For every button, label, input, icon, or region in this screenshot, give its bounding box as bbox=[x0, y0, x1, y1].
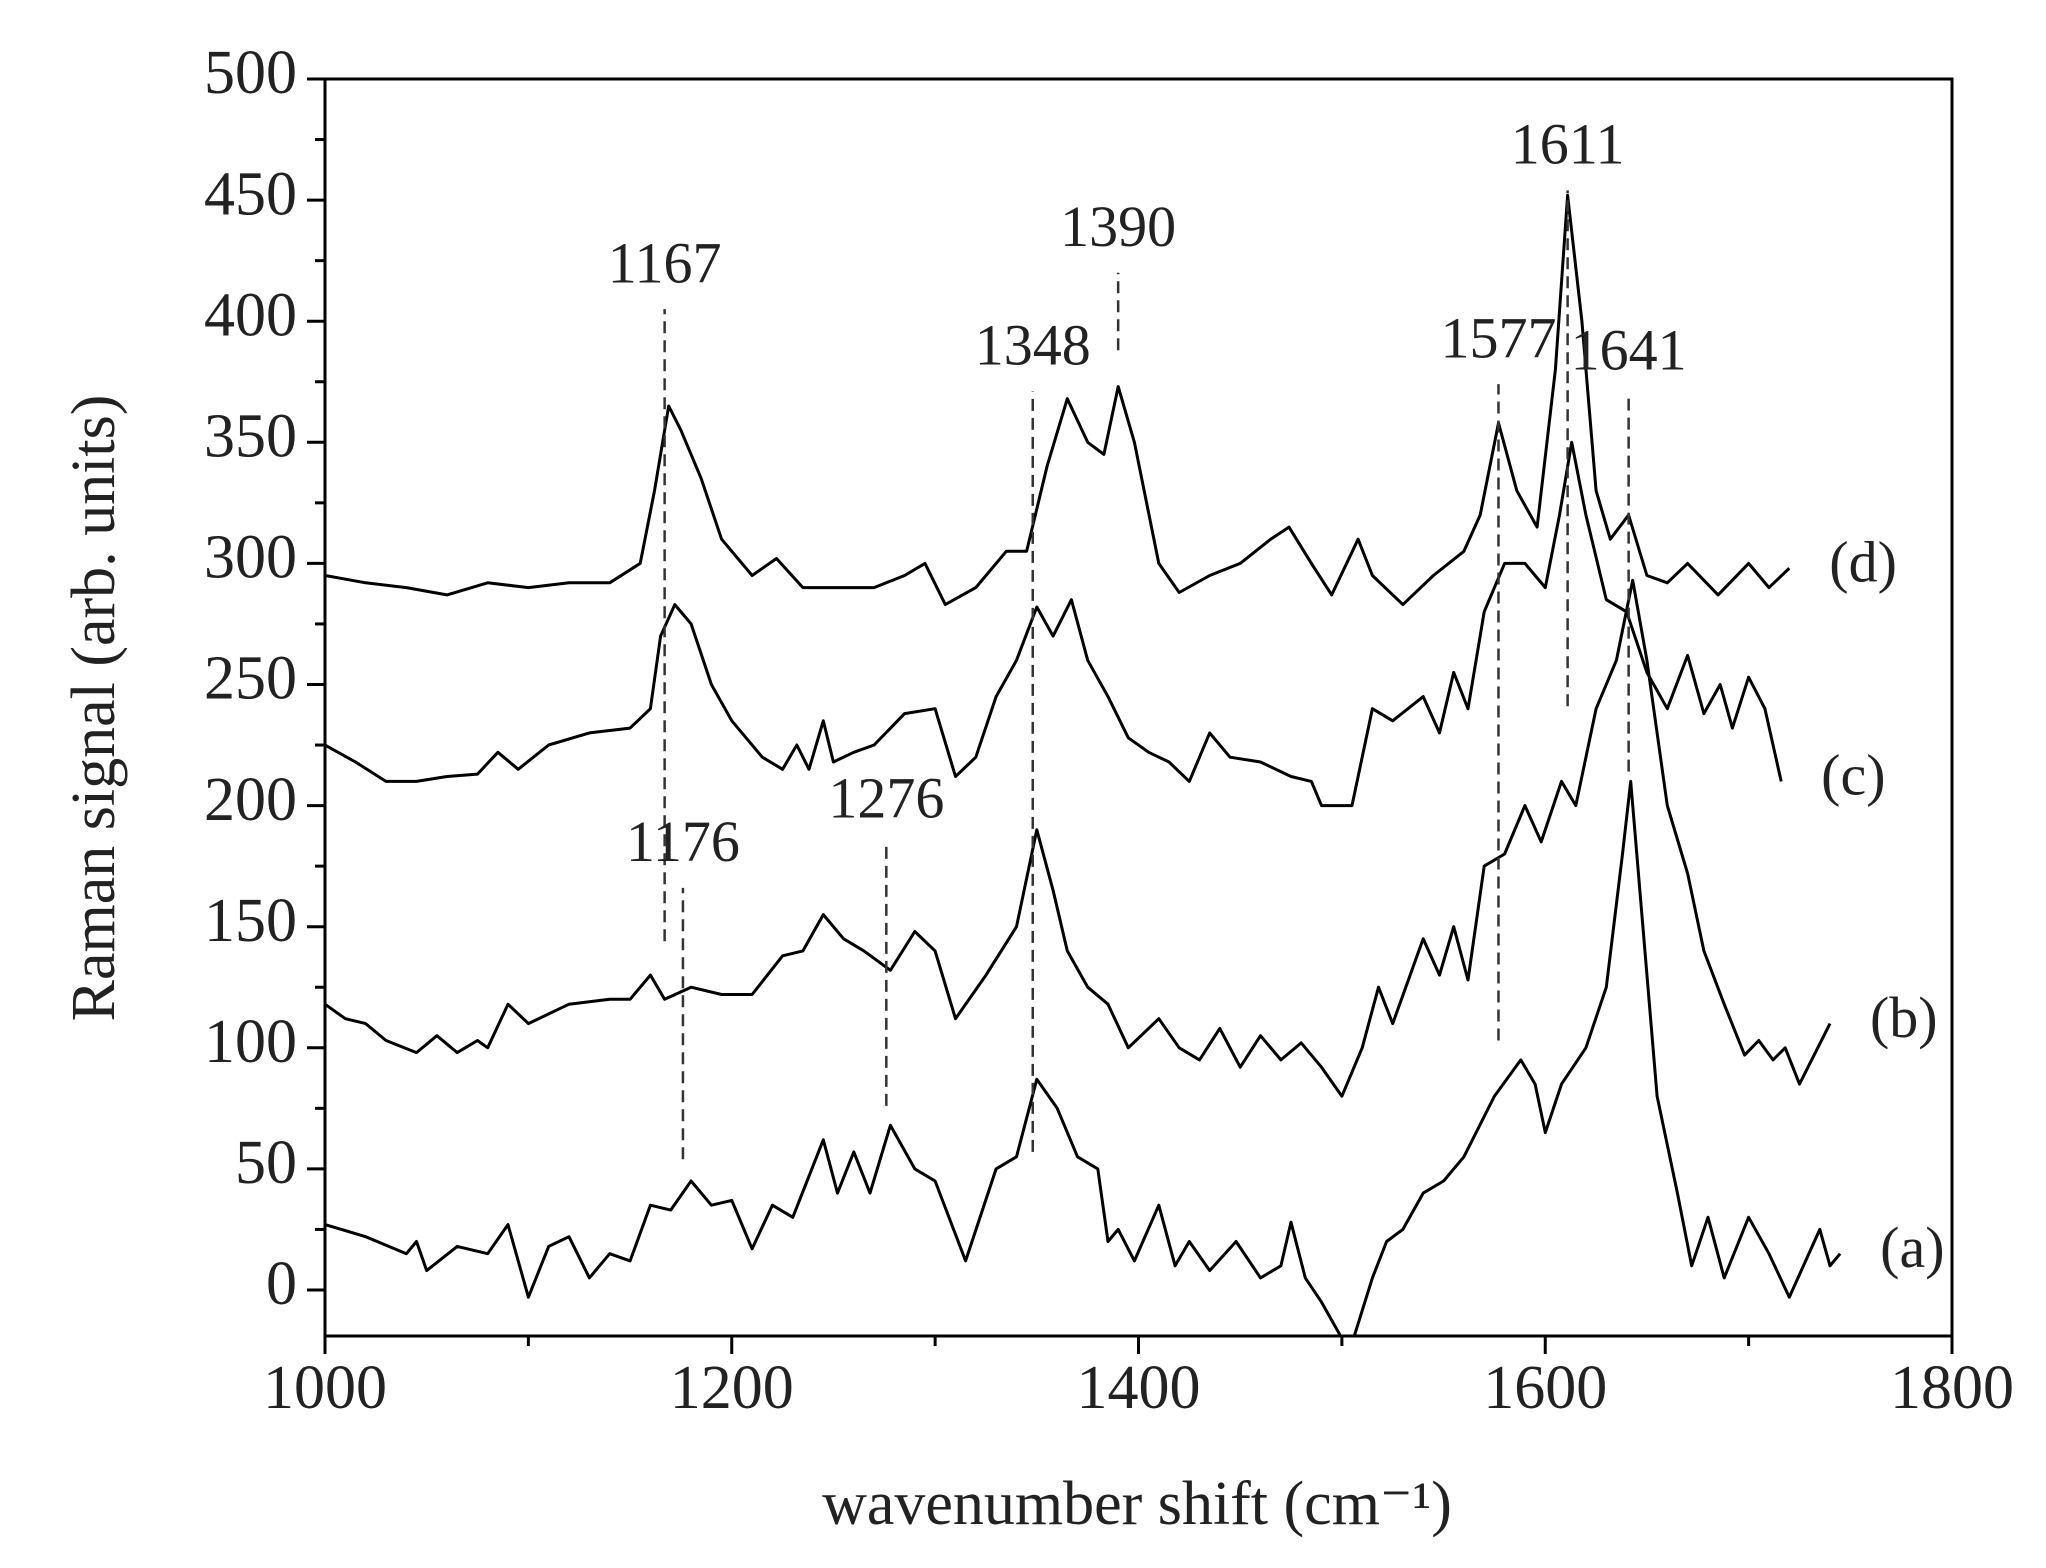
spectrum-line bbox=[325, 779, 1842, 1336]
y-tick-label: 250 bbox=[204, 645, 297, 713]
y-tick-label: 300 bbox=[204, 524, 297, 592]
series-label: (b) bbox=[1870, 985, 1938, 1050]
spectrum-line bbox=[325, 440, 1783, 808]
y-tick-label: 400 bbox=[204, 281, 297, 349]
spectrum-line bbox=[325, 193, 1791, 607]
y-tick-label: 150 bbox=[204, 887, 297, 955]
series-label: (c) bbox=[1821, 743, 1885, 808]
peak-label: 1641 bbox=[1571, 318, 1687, 383]
y-tick-label: 50 bbox=[235, 1129, 297, 1197]
peak-label: 1276 bbox=[828, 766, 944, 831]
y-tick-label: 500 bbox=[204, 39, 297, 107]
x-tick-label: 1000 bbox=[263, 1354, 387, 1422]
y-tick-label: 0 bbox=[266, 1250, 297, 1318]
peak-label: 1390 bbox=[1060, 194, 1176, 259]
x-tick-label: 1200 bbox=[670, 1354, 794, 1422]
y-tick-label: 200 bbox=[204, 766, 297, 834]
x-tick-label: 1400 bbox=[1077, 1354, 1201, 1422]
x-tick-label: 1600 bbox=[1483, 1354, 1607, 1422]
peak-label: 1176 bbox=[626, 809, 740, 874]
plot-area bbox=[325, 193, 1842, 1336]
peak-label: 1167 bbox=[608, 230, 722, 295]
y-axis-title: Raman signal (arb. units) bbox=[60, 395, 128, 1022]
peak-label: 1611 bbox=[1511, 112, 1625, 177]
x-axis-title: wavenumber shift (cm⁻¹) bbox=[822, 1470, 1452, 1538]
peak-label: 1348 bbox=[975, 313, 1091, 378]
series-label: (d) bbox=[1829, 530, 1897, 595]
y-tick-label: 350 bbox=[204, 403, 297, 471]
spectrum-line bbox=[325, 578, 1832, 1098]
x-tick-label: 1800 bbox=[1890, 1354, 2014, 1422]
peak-label: 1577 bbox=[1440, 305, 1556, 370]
series-label: (a) bbox=[1880, 1215, 1944, 1280]
y-tick-label: 450 bbox=[204, 160, 297, 228]
y-tick-label: 100 bbox=[204, 1008, 297, 1076]
